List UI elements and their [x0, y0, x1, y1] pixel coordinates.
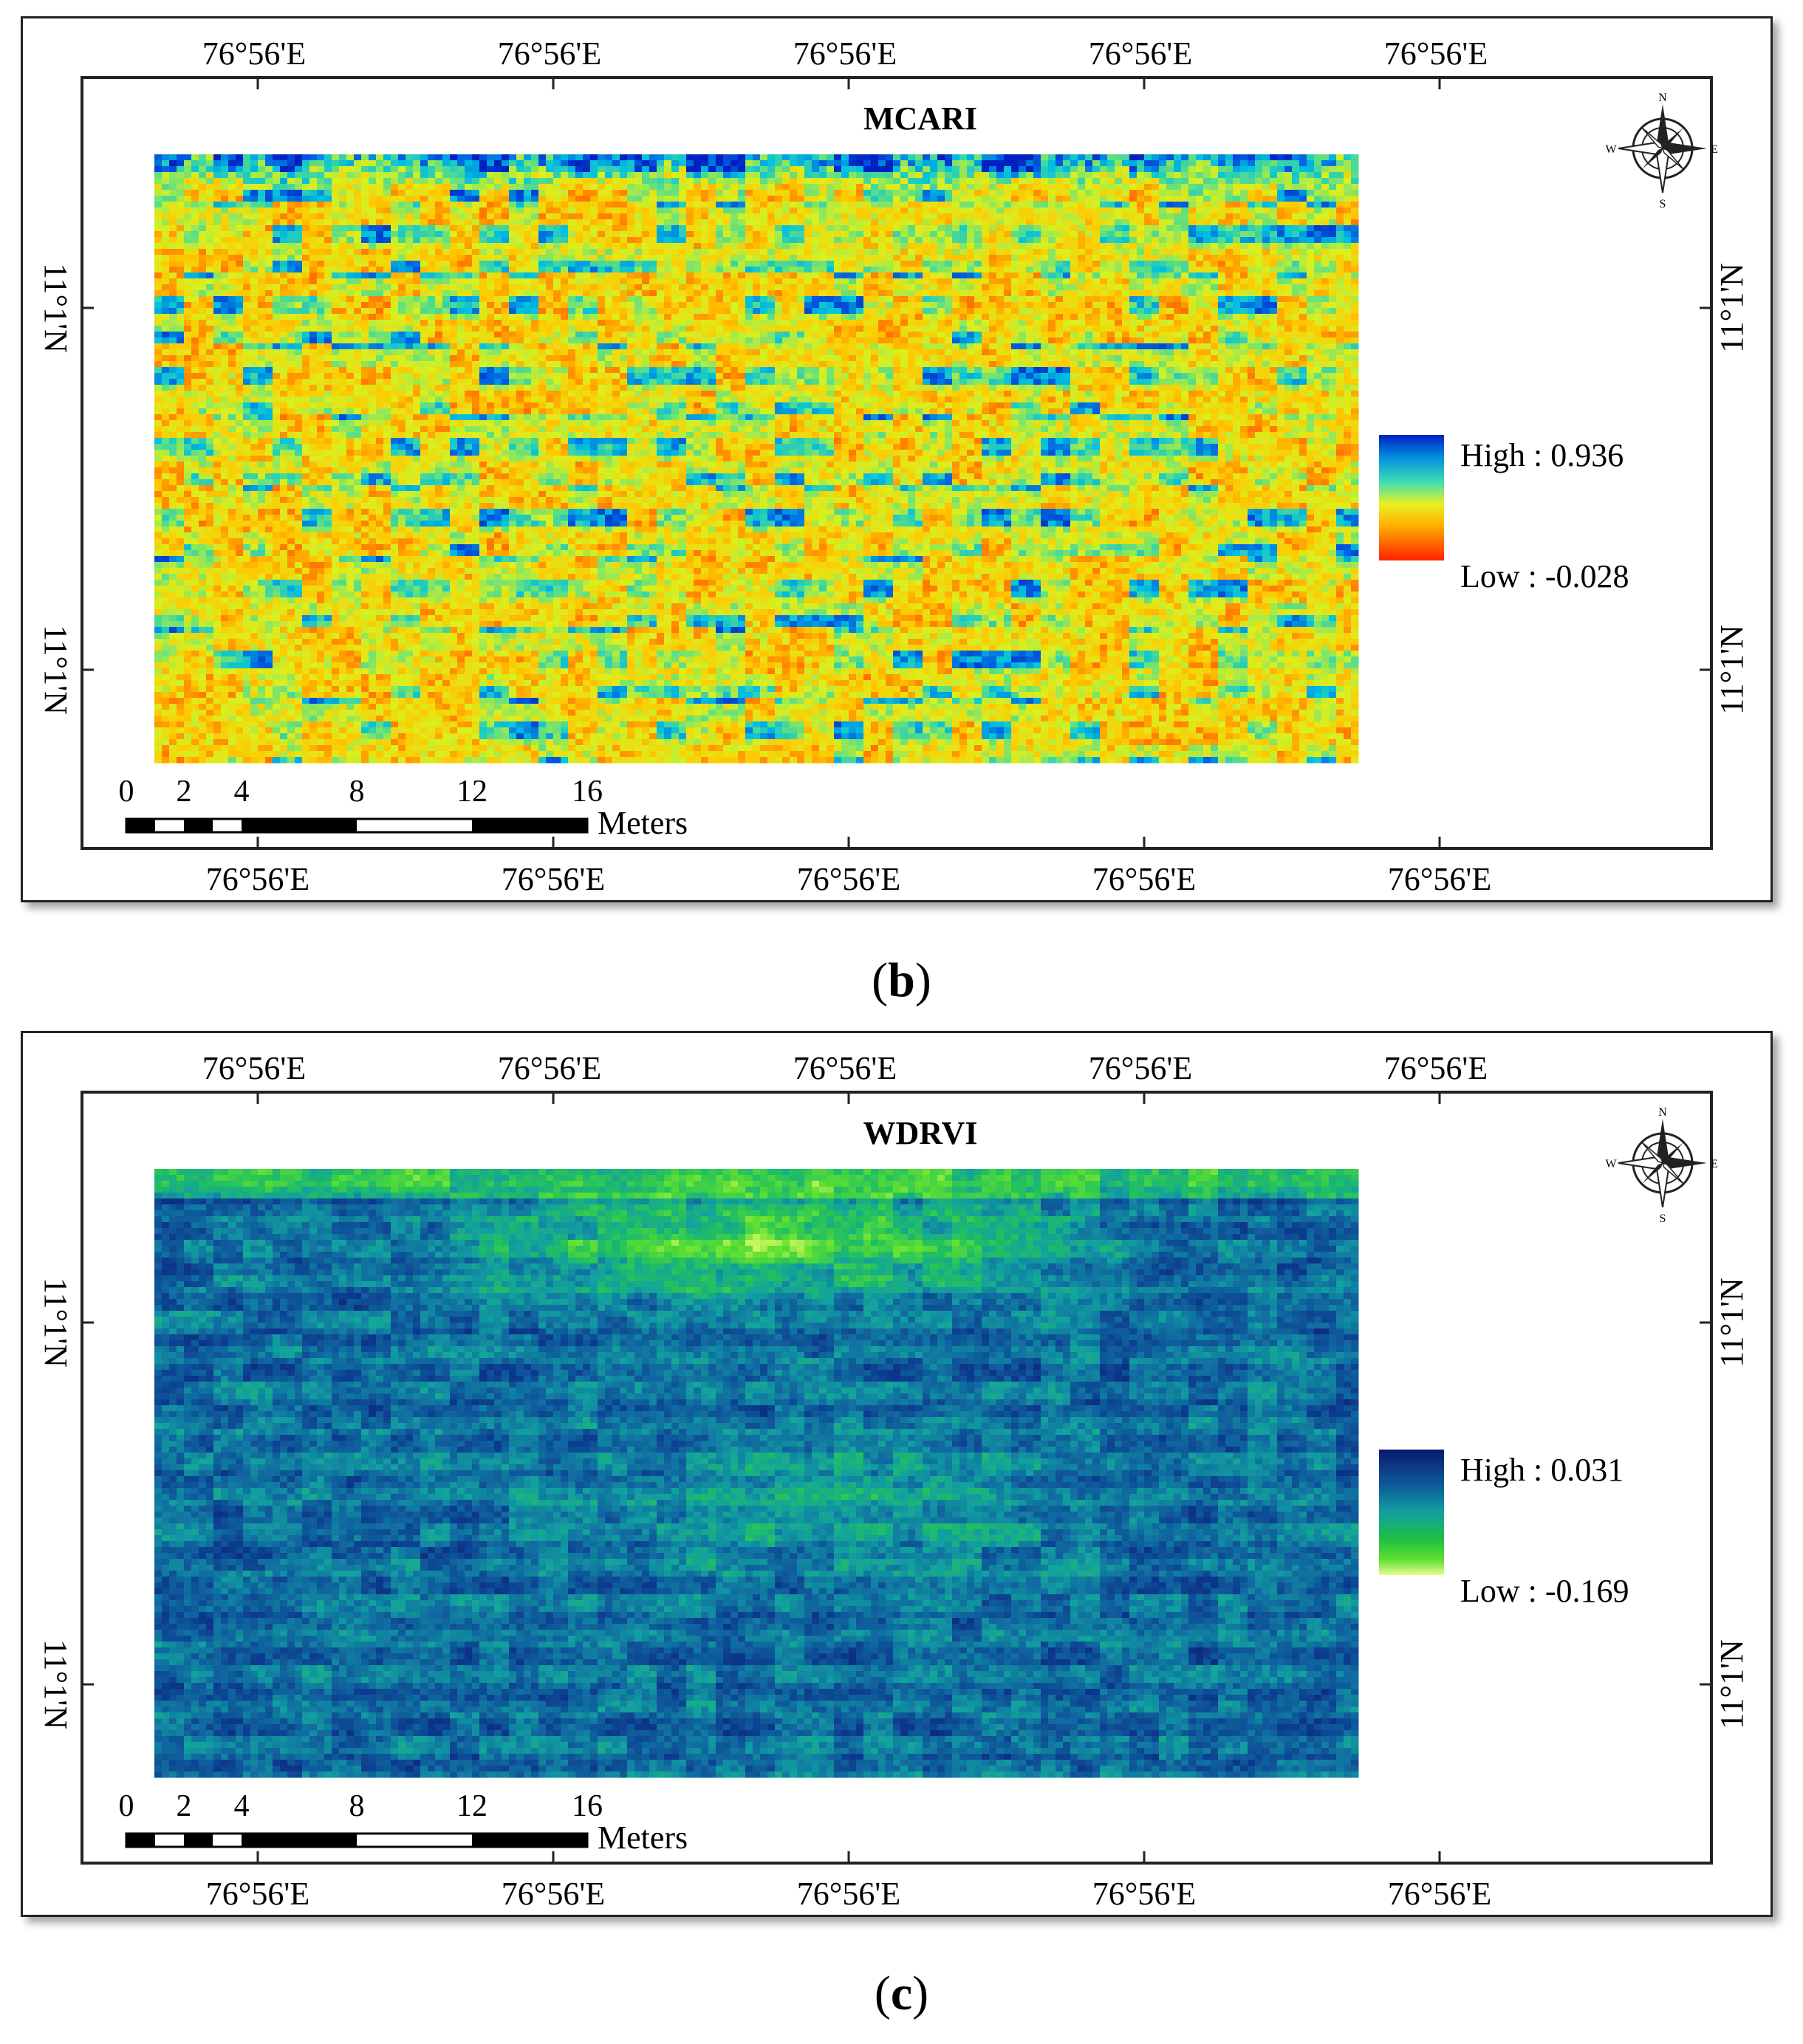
legend-high-label: High : 0.936 [1460, 437, 1624, 473]
legend-high-label: High : 0.031 [1460, 1452, 1624, 1488]
bottom-lon-label: 76°56'E [1388, 861, 1491, 897]
right-lat-label: 11°1'N [1714, 1278, 1750, 1368]
scale-tick-label: 0 [119, 1789, 134, 1823]
legend-low-label: Low : -0.169 [1460, 1573, 1629, 1609]
bottom-lon-label: 76°56'E [502, 861, 605, 897]
scale-tick-label: 12 [456, 775, 487, 809]
scale-bar: 0 2 4 8 12 16 Meters [119, 1789, 688, 1856]
bottom-lon-label: 76°56'E [1092, 1876, 1196, 1912]
compass-rose-icon: N S E W [1605, 1106, 1717, 1225]
scale-tick-label: 16 [572, 775, 603, 809]
map-panel-mcari: MCARI 76°56'E 76°56'E 76°56'E 76°56'E 76… [21, 16, 1773, 902]
scale-tick-label: 12 [456, 1789, 487, 1823]
compass-n-label: N [1658, 92, 1667, 104]
compass-n-label: N [1658, 1106, 1667, 1119]
top-lon-label: 76°56'E [1089, 35, 1192, 72]
bottom-lon-label: 76°56'E [1388, 1876, 1491, 1912]
map-title: WDRVI [863, 1115, 978, 1151]
left-lat-label: 11°1'N [38, 625, 74, 715]
top-lon-label: 76°56'E [1384, 1050, 1488, 1086]
top-lon-label: 76°56'E [498, 35, 601, 72]
compass-w-label: W [1605, 143, 1617, 156]
neatline [81, 76, 1713, 850]
figure-caption-c: (c) [0, 1966, 1803, 2022]
scale-tick-label: 16 [572, 1789, 603, 1823]
bottom-lon-label: 76°56'E [206, 1876, 309, 1912]
top-lon-label: 76°56'E [202, 35, 306, 72]
neatline [81, 1091, 1713, 1865]
bottom-lon-label: 76°56'E [1092, 861, 1196, 897]
scale-bar: 0 2 4 8 12 16 Meters [119, 775, 688, 841]
compass-rose-icon: N S E W [1605, 92, 1717, 210]
bottom-lon-label: 76°56'E [502, 1876, 605, 1912]
top-lon-label: 76°56'E [1384, 35, 1488, 72]
compass-s-label: S [1660, 1213, 1666, 1225]
scale-tick-label: 0 [119, 775, 134, 809]
scale-tick-label: 4 [234, 775, 250, 809]
left-lat-label: 11°1'N [38, 1278, 74, 1368]
right-lat-label: 11°1'N [1714, 625, 1750, 715]
left-lat-label: 11°1'N [38, 263, 74, 353]
map-frame-mcari: MCARI 76°56'E 76°56'E 76°56'E 76°56'E 76… [38, 35, 1750, 897]
legend-low-label: Low : -0.028 [1460, 558, 1629, 594]
bottom-lon-label: 76°56'E [206, 861, 309, 897]
graticule-ticks [82, 1092, 1711, 1863]
top-lon-label: 76°56'E [793, 35, 897, 72]
map-title: MCARI [863, 100, 977, 137]
mcari-raster [154, 154, 1359, 764]
legend-color-ramp [1379, 1450, 1444, 1575]
scale-tick-label: 2 [177, 1789, 192, 1823]
compass-e-label: E [1711, 1158, 1718, 1170]
figure-caption-b: (b) [0, 953, 1803, 1009]
top-lon-label: 76°56'E [1089, 1050, 1192, 1086]
top-lon-label: 76°56'E [793, 1050, 897, 1086]
scale-tick-label: 2 [177, 775, 192, 809]
compass-w-label: W [1605, 1158, 1617, 1170]
left-lat-label: 11°1'N [38, 1639, 74, 1729]
top-lon-label: 76°56'E [498, 1050, 601, 1086]
compass-s-label: S [1660, 198, 1666, 210]
compass-e-label: E [1711, 143, 1718, 156]
bottom-lon-label: 76°56'E [797, 861, 900, 897]
right-lat-label: 11°1'N [1714, 263, 1750, 353]
scale-tick-label: 4 [234, 1789, 250, 1823]
scale-tick-label: 8 [349, 775, 365, 809]
scale-unit-label: Meters [598, 1820, 688, 1856]
top-lon-label: 76°56'E [202, 1050, 306, 1086]
scale-unit-label: Meters [598, 805, 688, 841]
bottom-lon-label: 76°56'E [797, 1876, 900, 1912]
scale-tick-label: 8 [349, 1789, 365, 1823]
graticule-ticks [82, 78, 1711, 848]
wdrvi-raster [154, 1169, 1359, 1778]
right-lat-label: 11°1'N [1714, 1639, 1750, 1729]
legend-color-ramp [1379, 435, 1444, 560]
map-frame-wdrvi: WDRVI 76°56'E 76°56'E 76°56'E 76°56'E 76… [38, 1050, 1750, 1912]
map-panel-wdrvi: WDRVI 76°56'E 76°56'E 76°56'E 76°56'E 76… [21, 1031, 1773, 1917]
